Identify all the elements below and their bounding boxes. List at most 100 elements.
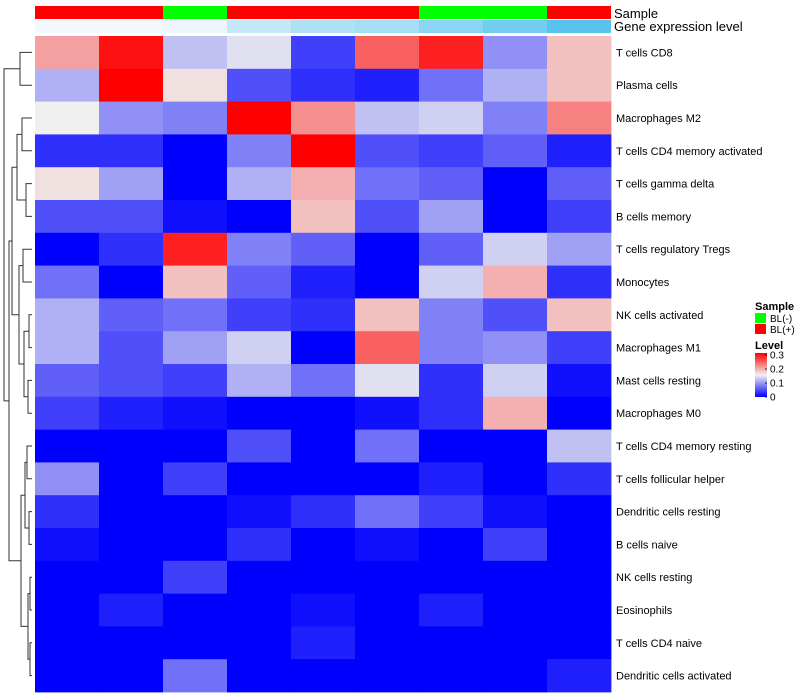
heatmap-cell xyxy=(163,528,228,562)
heatmap-cell xyxy=(547,429,612,463)
heatmap-cell xyxy=(355,528,420,562)
heatmap-cell xyxy=(227,167,292,201)
heatmap-cell xyxy=(419,298,484,332)
dendrogram-branch xyxy=(3,68,20,402)
heatmap-cell xyxy=(547,495,612,529)
dendrogram-branch xyxy=(19,51,32,86)
heatmap-cell xyxy=(419,495,484,529)
legend-level-label: 0.3 xyxy=(770,351,784,362)
sample-anno-cell xyxy=(99,6,163,19)
dendrogram-branch xyxy=(11,166,19,316)
heatmap-cell xyxy=(99,36,164,70)
heatmap-cell xyxy=(291,232,356,266)
heatmap-cell xyxy=(483,495,548,529)
heatmap-cell xyxy=(547,396,612,430)
heatmap-cell xyxy=(99,167,164,201)
heatmap-cell xyxy=(291,200,356,234)
heatmap-cell xyxy=(99,495,164,529)
heatmap-cell xyxy=(355,364,420,398)
sample-anno-cell xyxy=(355,6,419,19)
row-label: B cells memory xyxy=(616,211,692,223)
heatmap-cell xyxy=(355,200,420,234)
heatmap-cell xyxy=(35,560,100,594)
heatmap-cell xyxy=(163,36,228,70)
heatmap-cell xyxy=(355,298,420,332)
heatmap-cell xyxy=(547,298,612,332)
heatmap-cell xyxy=(483,167,548,201)
heatmap-cell xyxy=(291,396,356,430)
heatmap-cell xyxy=(547,331,612,365)
heatmap-cell xyxy=(483,134,548,168)
heatmap-cell xyxy=(355,659,420,693)
heatmap-cell xyxy=(483,200,548,234)
heatmap-cell xyxy=(163,298,228,332)
heatmap-cell xyxy=(227,134,292,168)
heatmap-cell xyxy=(99,528,164,562)
heatmap-cell xyxy=(419,593,484,627)
sample-anno-cell xyxy=(291,6,355,19)
heatmap-cell xyxy=(483,36,548,70)
heatmap-cell xyxy=(355,560,420,594)
heatmap-cell xyxy=(547,265,612,299)
row-label: Macrophages M1 xyxy=(616,343,701,355)
heatmap-cell xyxy=(35,265,100,299)
sample-anno-cell xyxy=(163,6,227,19)
heatmap-cells xyxy=(35,36,612,693)
dendrogram-branch xyxy=(28,511,32,545)
heatmap-cell xyxy=(483,593,548,627)
heatmap-cell xyxy=(35,68,100,102)
heatmap-cell xyxy=(35,396,100,430)
heatmap-cell xyxy=(163,232,228,266)
heatmap-cell xyxy=(355,101,420,135)
heatmap-cell xyxy=(291,298,356,332)
heatmap-cell xyxy=(291,265,356,299)
heatmap-cell xyxy=(419,462,484,496)
heatmap-cell xyxy=(483,364,548,398)
expression-anno-cell xyxy=(547,20,611,33)
heatmap-cell xyxy=(227,659,292,693)
row-label: T cells CD4 memory resting xyxy=(616,441,752,453)
sample-anno-cell xyxy=(227,6,291,19)
row-label: NK cells activated xyxy=(616,310,703,322)
heatmap-cell xyxy=(355,429,420,463)
legend-level-colorbar xyxy=(755,353,767,397)
row-label: Monocytes xyxy=(616,277,670,289)
heatmap-cell xyxy=(35,232,100,266)
sample-anno-cell xyxy=(419,6,483,19)
heatmap-cell xyxy=(291,560,356,594)
dendrogram-branch xyxy=(29,576,32,611)
heatmap-cell xyxy=(227,429,292,463)
sample-anno-cell xyxy=(483,6,547,19)
heatmap-cell xyxy=(355,593,420,627)
heatmap-cell xyxy=(419,200,484,234)
heatmap-cell xyxy=(163,429,228,463)
heatmap-cell xyxy=(227,36,292,70)
heatmap-cell xyxy=(227,265,292,299)
heatmap-cell xyxy=(291,134,356,168)
legend-sample-label: BL(+) xyxy=(770,325,795,336)
heatmap-cell xyxy=(355,232,420,266)
expression-anno-cell xyxy=(419,20,483,33)
heatmap-cell xyxy=(291,462,356,496)
heatmap-cell xyxy=(227,462,292,496)
sample-anno-cell xyxy=(547,6,611,19)
heatmap-cell xyxy=(35,626,100,660)
heatmap-cell xyxy=(227,626,292,660)
row-label: Dendritic cells activated xyxy=(616,671,732,683)
heatmap-cell xyxy=(99,659,164,693)
heatmap-cell xyxy=(483,68,548,102)
heatmap-cell xyxy=(355,265,420,299)
row-label: Plasma cells xyxy=(616,80,678,92)
heatmap-cell xyxy=(291,364,356,398)
heatmap-cell xyxy=(483,462,548,496)
legend-sample-entries: BL(-)BL(+) xyxy=(755,313,795,336)
row-label: NK cells resting xyxy=(616,572,692,584)
heatmap-cell xyxy=(227,396,292,430)
sample-anno-cell xyxy=(35,6,99,19)
heatmap-cell xyxy=(355,167,420,201)
heatmap-cell xyxy=(419,396,484,430)
heatmap-cell xyxy=(35,101,100,135)
expression-anno-cell xyxy=(483,20,547,33)
heatmap-cell xyxy=(291,429,356,463)
expression-anno-cell xyxy=(99,20,163,33)
